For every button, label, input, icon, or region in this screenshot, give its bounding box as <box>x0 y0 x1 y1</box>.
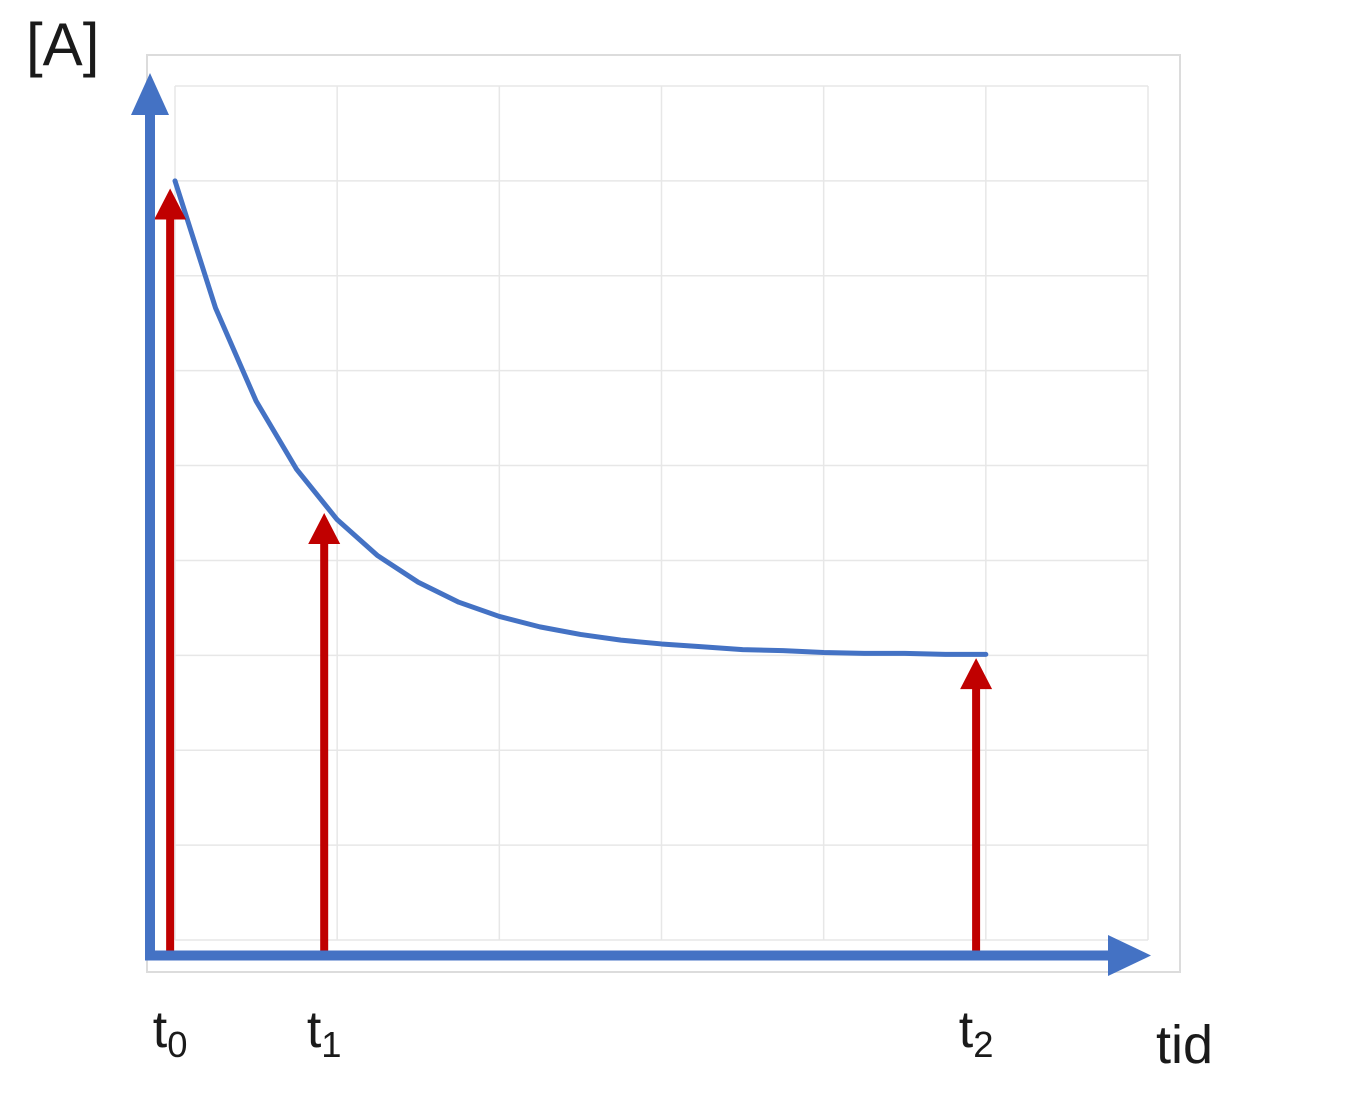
chart-area-border <box>146 54 1181 973</box>
x-axis-marker-label-t1: t1 <box>306 1001 342 1066</box>
y-axis-arrowhead-icon <box>131 73 169 115</box>
x-axis-marker-label-t2: t2 <box>958 1001 994 1066</box>
concentration-decay-curve <box>172 178 989 657</box>
marker-arrow-head-t2 <box>960 658 993 690</box>
y-axis-label: [A] <box>26 11 100 78</box>
marker-arrow-head-t1 <box>308 513 341 544</box>
x-axis-arrowhead-icon <box>1108 935 1151 976</box>
x-axis-label: tid <box>1156 1015 1214 1075</box>
marker-arrow-head-t0 <box>154 188 187 220</box>
x-axis-marker-label-t0: t0 <box>152 1001 188 1066</box>
